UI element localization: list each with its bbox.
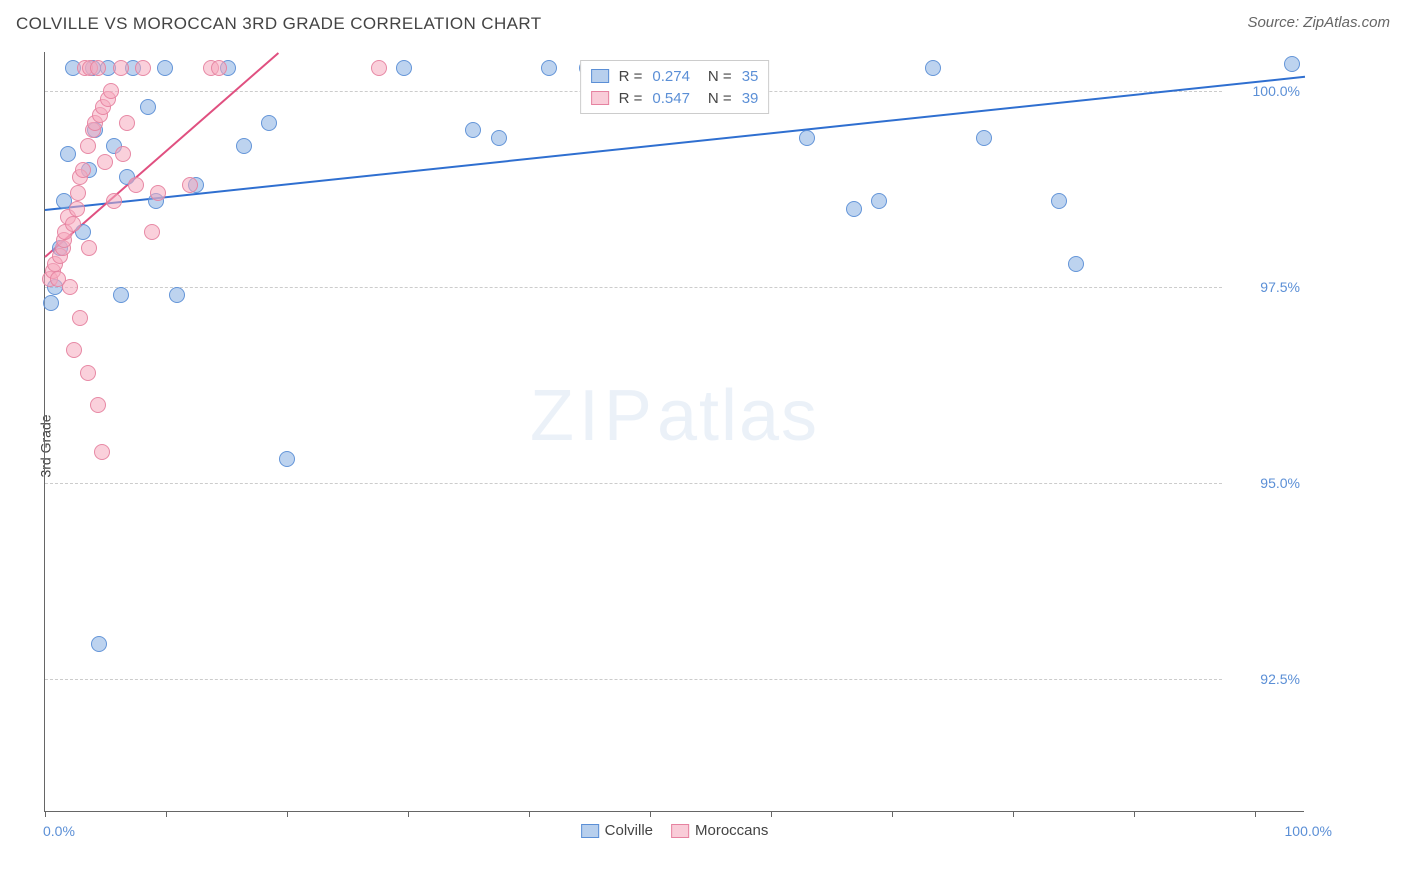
data-point bbox=[1068, 256, 1084, 272]
data-point bbox=[157, 60, 173, 76]
plot-area: ZIPatlas 92.5%95.0%97.5%100.0%0.0%100.0%… bbox=[44, 52, 1304, 812]
chart-title: COLVILLE VS MOROCCAN 3RD GRADE CORRELATI… bbox=[16, 14, 542, 33]
legend-swatch bbox=[591, 91, 609, 105]
x-tick-mark bbox=[892, 811, 893, 817]
data-point bbox=[846, 201, 862, 217]
data-point bbox=[925, 60, 941, 76]
data-point bbox=[70, 185, 86, 201]
data-point bbox=[799, 130, 815, 146]
data-point bbox=[103, 83, 119, 99]
data-point bbox=[169, 287, 185, 303]
x-tick-mark bbox=[408, 811, 409, 817]
gridline-h bbox=[45, 483, 1222, 484]
data-point bbox=[62, 279, 78, 295]
y-tick-label: 100.0% bbox=[1253, 83, 1300, 99]
data-point bbox=[69, 201, 85, 217]
n-label: N = bbox=[708, 68, 732, 85]
data-point bbox=[976, 130, 992, 146]
data-point bbox=[81, 240, 97, 256]
x-tick-mark bbox=[529, 811, 530, 817]
data-point bbox=[80, 365, 96, 381]
data-point bbox=[113, 60, 129, 76]
data-point bbox=[72, 310, 88, 326]
data-point bbox=[128, 177, 144, 193]
x-tick-mark bbox=[287, 811, 288, 817]
legend-swatch bbox=[591, 69, 609, 83]
data-point bbox=[90, 60, 106, 76]
data-point bbox=[236, 138, 252, 154]
r-label: R = bbox=[619, 90, 643, 107]
data-point bbox=[91, 636, 107, 652]
n-value: 39 bbox=[742, 90, 759, 107]
data-point bbox=[97, 154, 113, 170]
data-point bbox=[65, 216, 81, 232]
data-point bbox=[115, 146, 131, 162]
y-tick-label: 97.5% bbox=[1260, 279, 1300, 295]
data-point bbox=[541, 60, 557, 76]
data-point bbox=[113, 287, 129, 303]
correlation-row: R = 0.547 N = 39 bbox=[591, 87, 759, 109]
data-point bbox=[279, 451, 295, 467]
data-point bbox=[106, 193, 122, 209]
gridline-h bbox=[45, 679, 1222, 680]
r-value: 0.274 bbox=[652, 68, 690, 85]
x-tick-mark bbox=[45, 811, 46, 817]
n-value: 35 bbox=[742, 68, 759, 85]
data-point bbox=[396, 60, 412, 76]
legend-swatch bbox=[671, 824, 689, 838]
legend-label: Moroccans bbox=[695, 822, 768, 839]
data-point bbox=[80, 138, 96, 154]
data-point bbox=[261, 115, 277, 131]
correlation-legend: R = 0.274 N = 35R = 0.547 N = 39 bbox=[580, 60, 770, 114]
x-tick-mark bbox=[166, 811, 167, 817]
data-point bbox=[90, 397, 106, 413]
series-legend: Colville Moroccans bbox=[581, 822, 769, 839]
x-axis-max-label: 100.0% bbox=[1285, 823, 1332, 839]
watermark: ZIPatlas bbox=[530, 375, 819, 457]
legend-swatch bbox=[581, 824, 599, 838]
data-point bbox=[150, 185, 166, 201]
x-tick-mark bbox=[650, 811, 651, 817]
x-tick-mark bbox=[1255, 811, 1256, 817]
x-tick-mark bbox=[1134, 811, 1135, 817]
data-point bbox=[182, 177, 198, 193]
data-point bbox=[871, 193, 887, 209]
legend-item: Colville bbox=[581, 822, 653, 839]
gridline-h bbox=[45, 287, 1222, 288]
x-axis-min-label: 0.0% bbox=[43, 823, 75, 839]
r-value: 0.547 bbox=[652, 90, 690, 107]
data-point bbox=[119, 115, 135, 131]
data-point bbox=[371, 60, 387, 76]
data-point bbox=[60, 146, 76, 162]
correlation-row: R = 0.274 N = 35 bbox=[591, 65, 759, 87]
r-label: R = bbox=[619, 68, 643, 85]
data-point bbox=[94, 444, 110, 460]
data-point bbox=[1284, 56, 1300, 72]
data-point bbox=[75, 162, 91, 178]
data-point bbox=[491, 130, 507, 146]
data-point bbox=[1051, 193, 1067, 209]
data-point bbox=[144, 224, 160, 240]
x-tick-mark bbox=[771, 811, 772, 817]
plot-container: ZIPatlas 92.5%95.0%97.5%100.0%0.0%100.0%… bbox=[44, 52, 1386, 832]
data-point bbox=[135, 60, 151, 76]
legend-item: Moroccans bbox=[671, 822, 768, 839]
n-label: N = bbox=[708, 90, 732, 107]
x-tick-mark bbox=[1013, 811, 1014, 817]
data-point bbox=[140, 99, 156, 115]
y-tick-label: 92.5% bbox=[1260, 671, 1300, 687]
data-point bbox=[66, 342, 82, 358]
chart-header: COLVILLE VS MOROCCAN 3RD GRADE CORRELATI… bbox=[0, 0, 1406, 48]
data-point bbox=[465, 122, 481, 138]
chart-source: Source: ZipAtlas.com bbox=[1247, 14, 1390, 31]
legend-label: Colville bbox=[605, 822, 653, 839]
data-point bbox=[43, 295, 59, 311]
data-point bbox=[211, 60, 227, 76]
y-tick-label: 95.0% bbox=[1260, 475, 1300, 491]
